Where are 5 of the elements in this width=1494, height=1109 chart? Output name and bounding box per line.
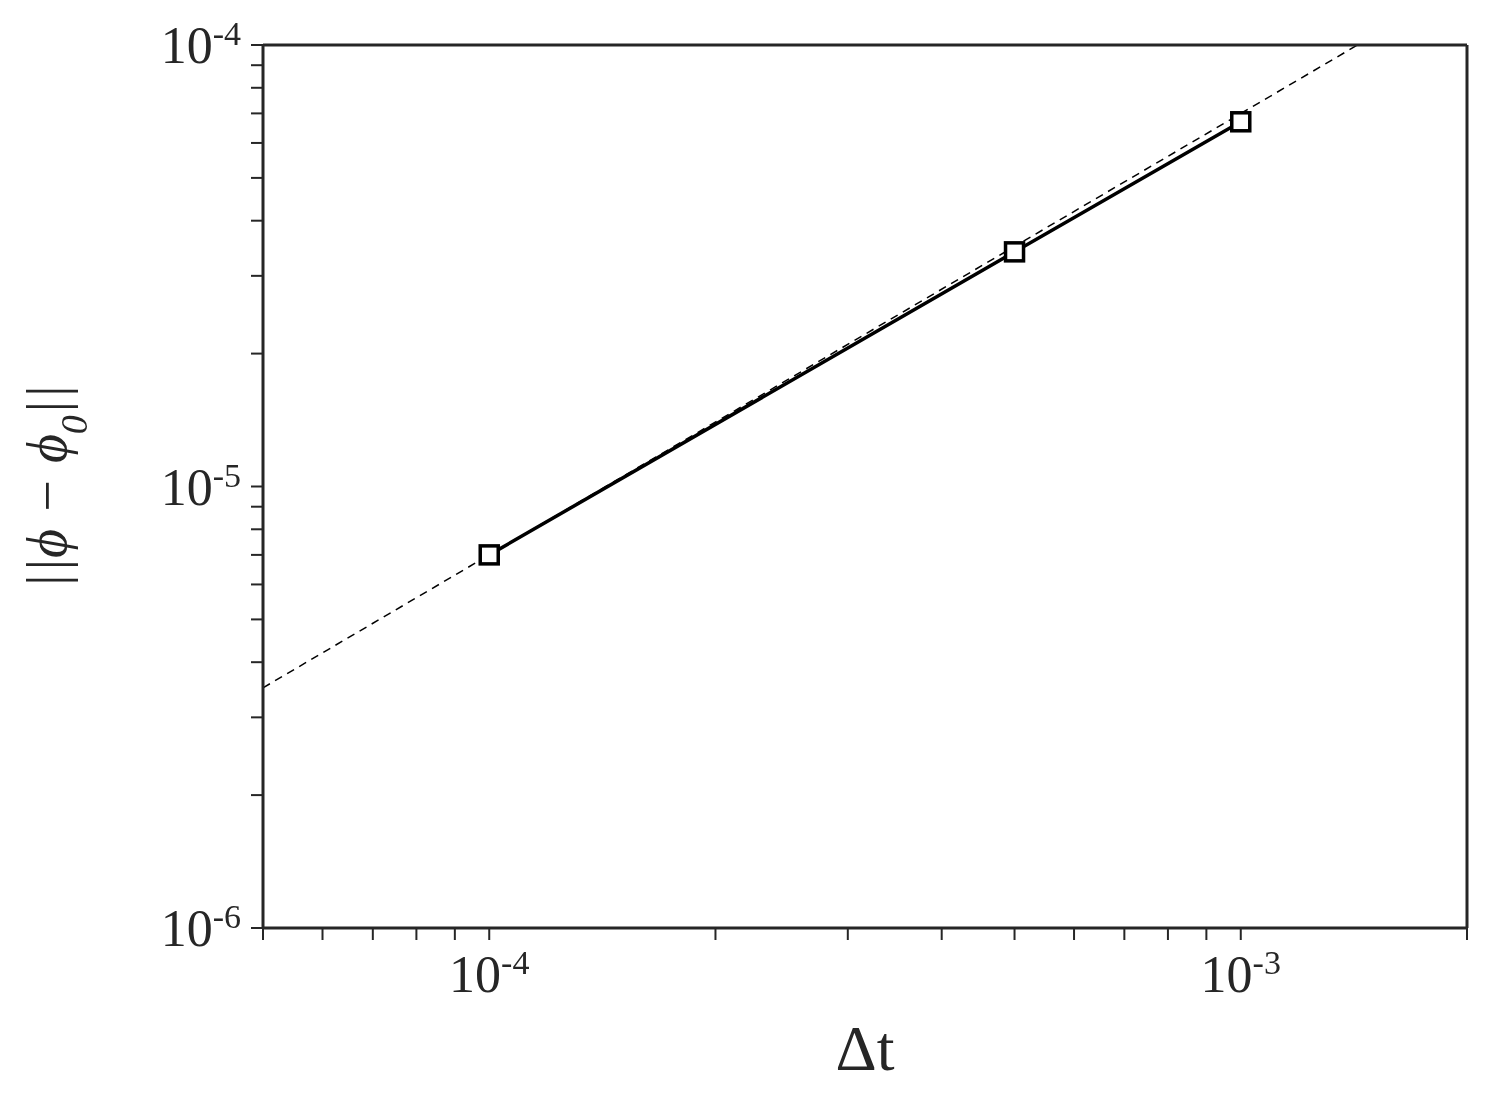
y-tick-label: 10$^{-4}$ (160, 14, 241, 74)
y-tick-label: 10$^{-6}$ (160, 897, 241, 957)
y-tick-label: 10$^{-5}$ (160, 456, 241, 516)
x-tick-label: 10$^{-3}$ (1200, 943, 1281, 1003)
x-axis-title: Δt (835, 1013, 895, 1084)
